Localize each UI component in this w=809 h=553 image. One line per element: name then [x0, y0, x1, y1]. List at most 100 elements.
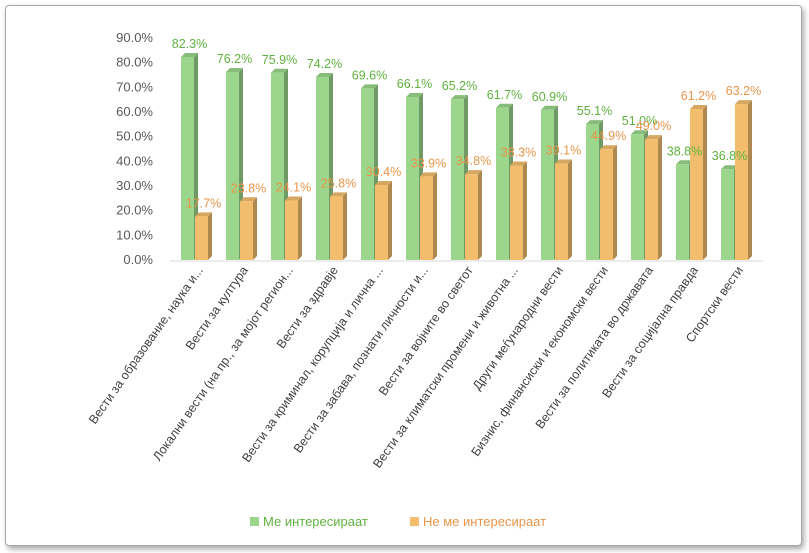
legend-swatch-interested	[250, 517, 259, 526]
bar	[600, 149, 613, 260]
bar-top	[195, 212, 212, 217]
bar	[195, 216, 208, 260]
data-label: 82.3%	[172, 37, 207, 51]
data-label: 61.7%	[487, 88, 522, 102]
bar-top	[555, 159, 572, 164]
data-label: 76.2%	[217, 52, 252, 66]
y-axis: 0.0% 10.0% 20.0% 30.0% 40.0% 50.0% 60.0% 70.0% 8…	[116, 30, 153, 267]
data-label: 39.1%	[546, 144, 581, 158]
x-axis: Вести за образование, наука и...Вести за…	[86, 260, 763, 471]
y-tick-label: 20.0%	[116, 203, 153, 218]
bar	[375, 185, 388, 260]
bar-side	[703, 105, 707, 260]
bar	[645, 139, 658, 260]
bar	[541, 109, 554, 260]
chart-frame	[5, 5, 802, 546]
bar-side	[658, 135, 662, 260]
bar	[240, 201, 253, 260]
data-label: 65.2%	[442, 79, 477, 93]
bar-top	[406, 92, 423, 97]
bar-top	[375, 181, 392, 186]
bar-side	[208, 212, 212, 260]
bar-top	[316, 72, 333, 77]
bar-side	[194, 52, 198, 260]
bar	[226, 72, 239, 260]
bar-side	[343, 192, 347, 260]
data-labels: 82.3% 76.2% 75.9% 74.2% 69.6% 66.1% 65.2% 61.7%…	[172, 37, 761, 210]
bar	[721, 169, 734, 260]
bar-top	[465, 170, 482, 175]
bar-top	[721, 165, 738, 170]
bar	[406, 96, 419, 260]
bar-side	[298, 196, 302, 260]
bar	[420, 176, 433, 260]
data-label: 60.9%	[532, 90, 567, 104]
bar-top	[541, 105, 558, 110]
legend: Ме интересираат Не ме интересираат	[250, 514, 546, 529]
data-label: 23.8%	[231, 181, 266, 195]
bar	[690, 109, 703, 260]
data-label: 55.1%	[577, 104, 612, 118]
legend-swatch-not-interested	[410, 517, 419, 526]
y-tick-label: 90.0%	[116, 30, 153, 45]
bar-top	[645, 135, 662, 140]
bar	[510, 165, 523, 260]
bar	[316, 76, 329, 261]
bars	[181, 52, 752, 261]
bar-top	[420, 172, 437, 177]
data-label: 44.9%	[591, 129, 626, 143]
bar-top	[510, 161, 527, 166]
x-tick-label: Други меѓународни вести	[470, 264, 566, 393]
bar-top	[676, 160, 693, 165]
bar	[586, 124, 599, 260]
data-label: 74.2%	[307, 57, 342, 71]
data-label: 49.0%	[636, 119, 671, 133]
y-tick-label: 60.0%	[116, 104, 153, 119]
bar-side	[478, 170, 482, 260]
bar-side	[523, 161, 527, 260]
bar-side	[748, 100, 752, 261]
bar-top	[361, 84, 378, 89]
bar-top	[586, 120, 603, 125]
bar-top	[735, 100, 752, 105]
bar	[271, 72, 284, 260]
bar-top	[271, 68, 288, 73]
bar-top	[226, 68, 243, 73]
bar-top	[600, 145, 617, 150]
bar	[330, 196, 343, 260]
bar	[361, 88, 374, 260]
y-tick-label: 70.0%	[116, 79, 153, 94]
data-label: 34.8%	[456, 154, 491, 168]
data-label: 75.9%	[262, 53, 297, 67]
bar-top	[285, 196, 302, 201]
bar	[631, 134, 644, 260]
data-label: 30.4%	[366, 165, 401, 179]
bar-top	[330, 192, 347, 197]
data-label: 33.9%	[411, 156, 446, 170]
bar	[285, 200, 298, 260]
y-tick-label: 50.0%	[116, 129, 153, 144]
bar-top	[690, 105, 707, 110]
bar-side	[568, 159, 572, 260]
data-label: 63.2%	[726, 84, 761, 98]
data-label: 69.6%	[352, 68, 387, 82]
y-tick-label: 10.0%	[116, 227, 153, 242]
bar	[555, 163, 568, 260]
bar-top	[451, 95, 468, 100]
bar-top	[240, 197, 257, 202]
bar-top	[496, 103, 513, 108]
x-tick-label: Вести за војните во светот	[376, 263, 476, 398]
data-label: 38.3%	[501, 146, 536, 160]
data-label: 36.8%	[712, 149, 747, 163]
bar	[496, 107, 509, 260]
data-label: 25.8%	[321, 176, 356, 190]
data-label: 17.7%	[186, 196, 221, 210]
data-label: 51.0%	[622, 114, 657, 128]
y-tick-label: 80.0%	[116, 55, 153, 70]
legend-label-interested: Ме интересираат	[263, 514, 368, 529]
bar	[451, 99, 464, 260]
bar-side	[613, 145, 617, 260]
bar	[181, 56, 194, 260]
bar	[465, 174, 478, 260]
